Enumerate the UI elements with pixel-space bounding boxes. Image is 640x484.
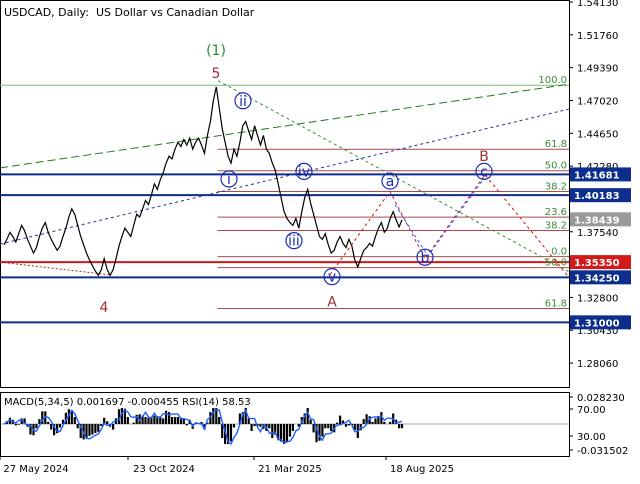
- projection-path-blue: [394, 178, 485, 257]
- price-tag-bg: [570, 167, 631, 182]
- price-tag-text: 1.35350: [574, 258, 620, 269]
- fib-level-label: 50.0: [545, 258, 567, 269]
- price-tag-bg: [570, 315, 631, 330]
- indicator-tick-label: 30.00: [577, 432, 606, 443]
- trendline-red-base: [0, 261, 111, 276]
- fib-level-label: 61.8: [545, 139, 567, 150]
- y-tick-label: 1.30430: [577, 326, 618, 337]
- price-tag-bg: [570, 188, 631, 203]
- wave-label: A: [327, 295, 337, 311]
- fib-level-label: 50.0: [545, 161, 567, 172]
- y-tick-label: 1.47020: [577, 96, 618, 107]
- y-tick-label: 1.32800: [577, 293, 618, 304]
- wave-label: v: [328, 270, 336, 286]
- x-tick-label: 21 Mar 2025: [258, 464, 321, 475]
- wave-label: iv: [298, 164, 310, 180]
- x-tick-label: 23 Oct 2024: [133, 464, 195, 475]
- price-tag-bg: [570, 255, 631, 270]
- header-symbol: USDCAD, Daily:: [4, 6, 89, 19]
- y-tick-label: 1.44650: [577, 129, 618, 140]
- y-tick-label: 1.37540: [577, 228, 618, 239]
- wave-label: i: [227, 172, 231, 188]
- fib-level-label: 61.8: [545, 299, 567, 310]
- y-tick-label: 1.54130: [577, 0, 618, 9]
- price-tag-bg: [570, 212, 631, 227]
- trendline-green-down: [217, 80, 570, 273]
- wave-label-circle: [381, 172, 399, 190]
- price-tag-text: 1.38439: [574, 215, 620, 226]
- indicator-tick-label: 0.028230: [577, 393, 625, 404]
- price-tag-bg: [570, 270, 631, 285]
- price-tag-text: 1.31000: [574, 318, 620, 329]
- wave-label-circle: [285, 232, 303, 250]
- wave-label: b: [421, 250, 430, 266]
- wave-label-circle: [475, 162, 493, 180]
- price-series-line: [3, 86, 403, 277]
- wave-label: c: [480, 164, 488, 180]
- y-tick-label: 1.28060: [577, 359, 618, 370]
- price-tag-text: 1.40183: [574, 191, 620, 202]
- wave-label-circle: [234, 92, 252, 110]
- y-tick-label: 1.51760: [577, 31, 618, 42]
- price-tag-text: 1.34250: [574, 273, 620, 284]
- price-tag-text: 1.41681: [574, 170, 620, 181]
- x-tick-label: 18 Aug 2025: [390, 464, 454, 475]
- wave-label-circle: [295, 162, 313, 180]
- fib-level-label: 100.0: [538, 75, 567, 86]
- trendline-blue-channel: [0, 108, 570, 245]
- fib-level-label: 38.2: [545, 221, 567, 232]
- indicator-frame: [0, 392, 570, 457]
- x-tick-label: 27 May 2024: [3, 464, 68, 475]
- wave-label: iii: [288, 234, 300, 250]
- wave-label: a: [386, 174, 395, 190]
- wave-label: (1): [206, 43, 226, 59]
- fib-level-label: 0.0: [551, 247, 567, 258]
- wave-label: 4: [100, 300, 109, 316]
- wave-label: B: [479, 149, 489, 165]
- wave-label: ii: [239, 94, 247, 110]
- wave-label-circle: [416, 248, 434, 266]
- y-tick-label: 1.49390: [577, 64, 618, 75]
- wave-label: 5: [212, 66, 221, 82]
- indicator-label: MACD(5,34,5) 0.001697 -0.000455 RSI(14) …: [4, 397, 251, 408]
- indicator-tick-label: -0.031502: [577, 446, 628, 457]
- main-plot-frame: [0, 0, 570, 388]
- wave-label-circle: [220, 170, 238, 188]
- fib-level-label: 38.2: [545, 181, 567, 192]
- projection-path-red: [329, 173, 570, 278]
- indicator-tick-label: 70.00: [577, 405, 606, 416]
- header-description: US Dollar vs Canadian Dollar: [96, 6, 255, 19]
- macd-signal-line: [3, 409, 403, 446]
- wave-label-circle: [323, 268, 341, 286]
- fib-level-label: 23.6: [545, 207, 567, 218]
